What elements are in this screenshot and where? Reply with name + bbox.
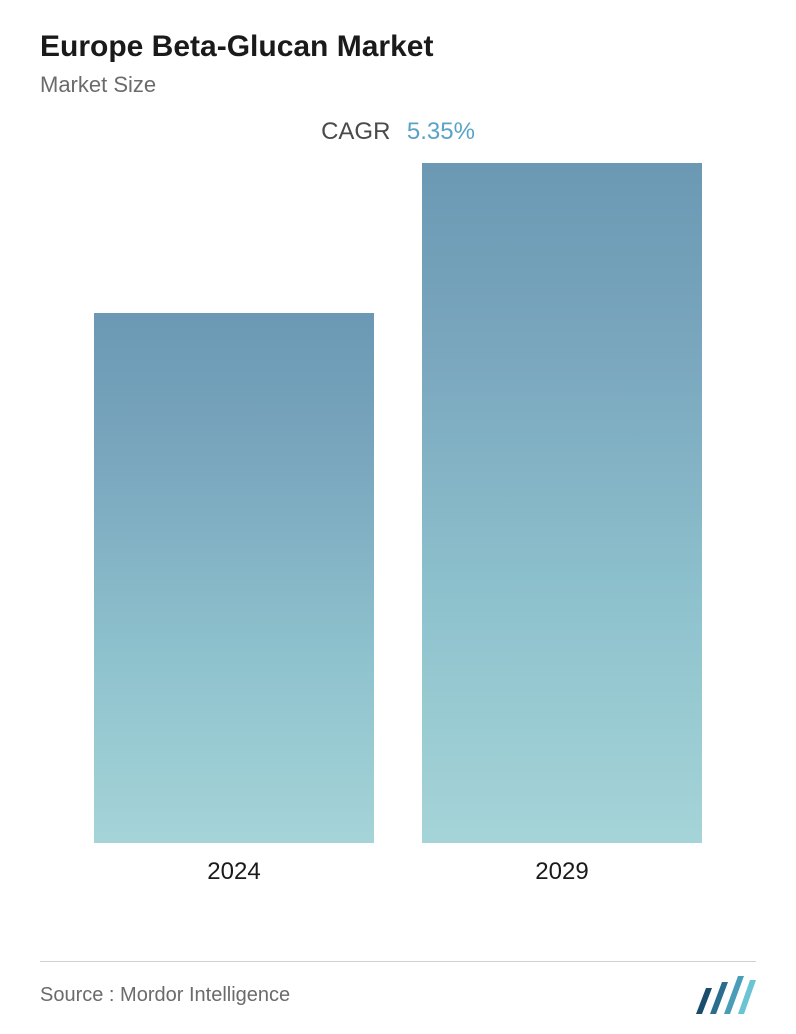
bar-0	[94, 313, 374, 843]
chart-subtitle: Market Size	[40, 72, 756, 98]
bar-label-1: 2029	[535, 858, 588, 886]
cagr-value: 5.35%	[407, 118, 475, 145]
source-name: Mordor Intelligence	[120, 984, 290, 1006]
bar-label-0: 2024	[207, 858, 260, 886]
cagr-row: CAGR 5.35%	[40, 118, 756, 146]
source-text: Source : Mordor Intelligence	[40, 984, 290, 1007]
bar-group-0: 2024	[94, 313, 374, 886]
bar-1	[422, 163, 702, 843]
source-label: Source :	[40, 984, 114, 1006]
chart-area: 2024 2029	[40, 186, 756, 886]
logo-bar-1	[696, 988, 712, 1014]
cagr-label: CAGR	[321, 118, 390, 145]
logo-bar-4	[738, 980, 756, 1014]
footer-divider	[40, 961, 756, 962]
chart-title: Europe Beta-Glucan Market	[40, 30, 756, 64]
bar-group-1: 2029	[422, 163, 702, 886]
footer: Source : Mordor Intelligence	[40, 976, 756, 1014]
logo-bar-2	[710, 982, 728, 1014]
brand-logo-icon	[696, 976, 756, 1014]
